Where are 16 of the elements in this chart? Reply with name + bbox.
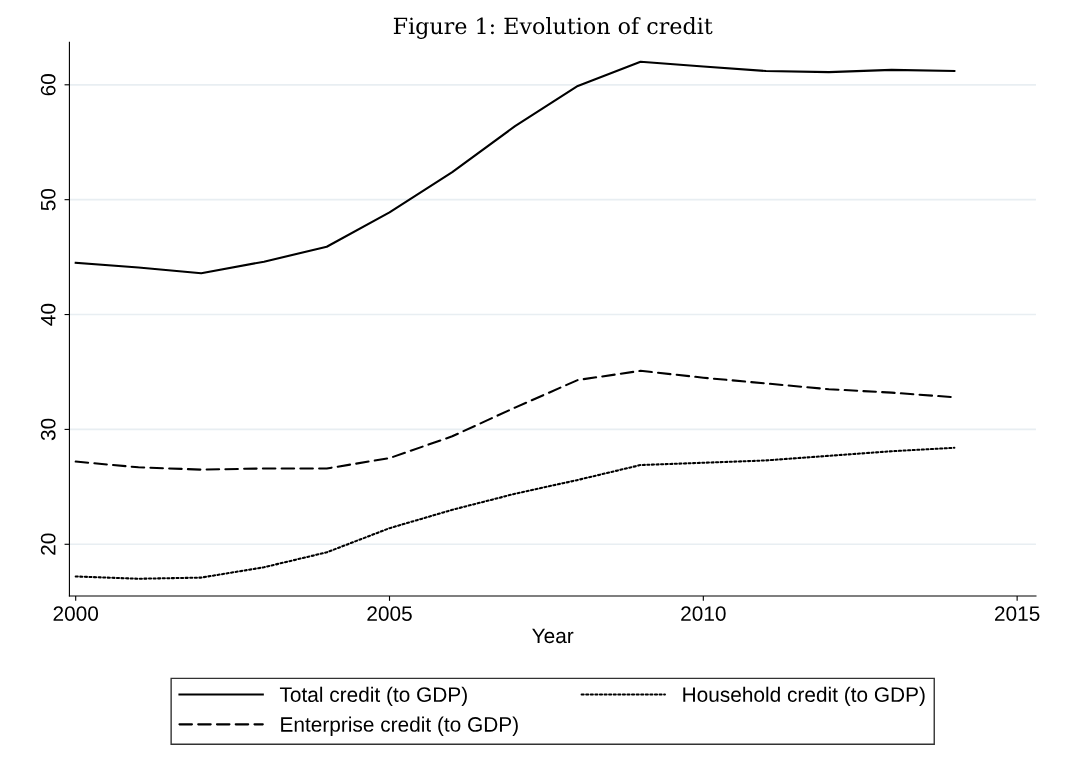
y-tick-label: 20 (40, 533, 56, 555)
y-tick-label: 60 (40, 74, 56, 96)
x-axis-title: Year (532, 628, 574, 644)
x-tick-label: 2005 (367, 606, 412, 621)
y-tick-label: 30 (40, 418, 56, 441)
legend-label: Enterprise credit (to GDP) (281, 716, 518, 736)
x-tick-label: 2015 (995, 606, 1040, 621)
chart-title: Figure 1: Evolution of credit (393, 17, 713, 39)
legend-label: Total credit (to GDP) (279, 686, 467, 707)
line-series (74, 60, 956, 275)
line-series (74, 446, 956, 580)
y-tick-label: 40 (40, 303, 56, 326)
legend-label: Household credit (to GDP) (683, 686, 925, 707)
y-tick-label: 50 (40, 188, 56, 211)
x-tick-label: 2000 (53, 606, 99, 621)
x-tick-label: 2010 (681, 606, 726, 621)
